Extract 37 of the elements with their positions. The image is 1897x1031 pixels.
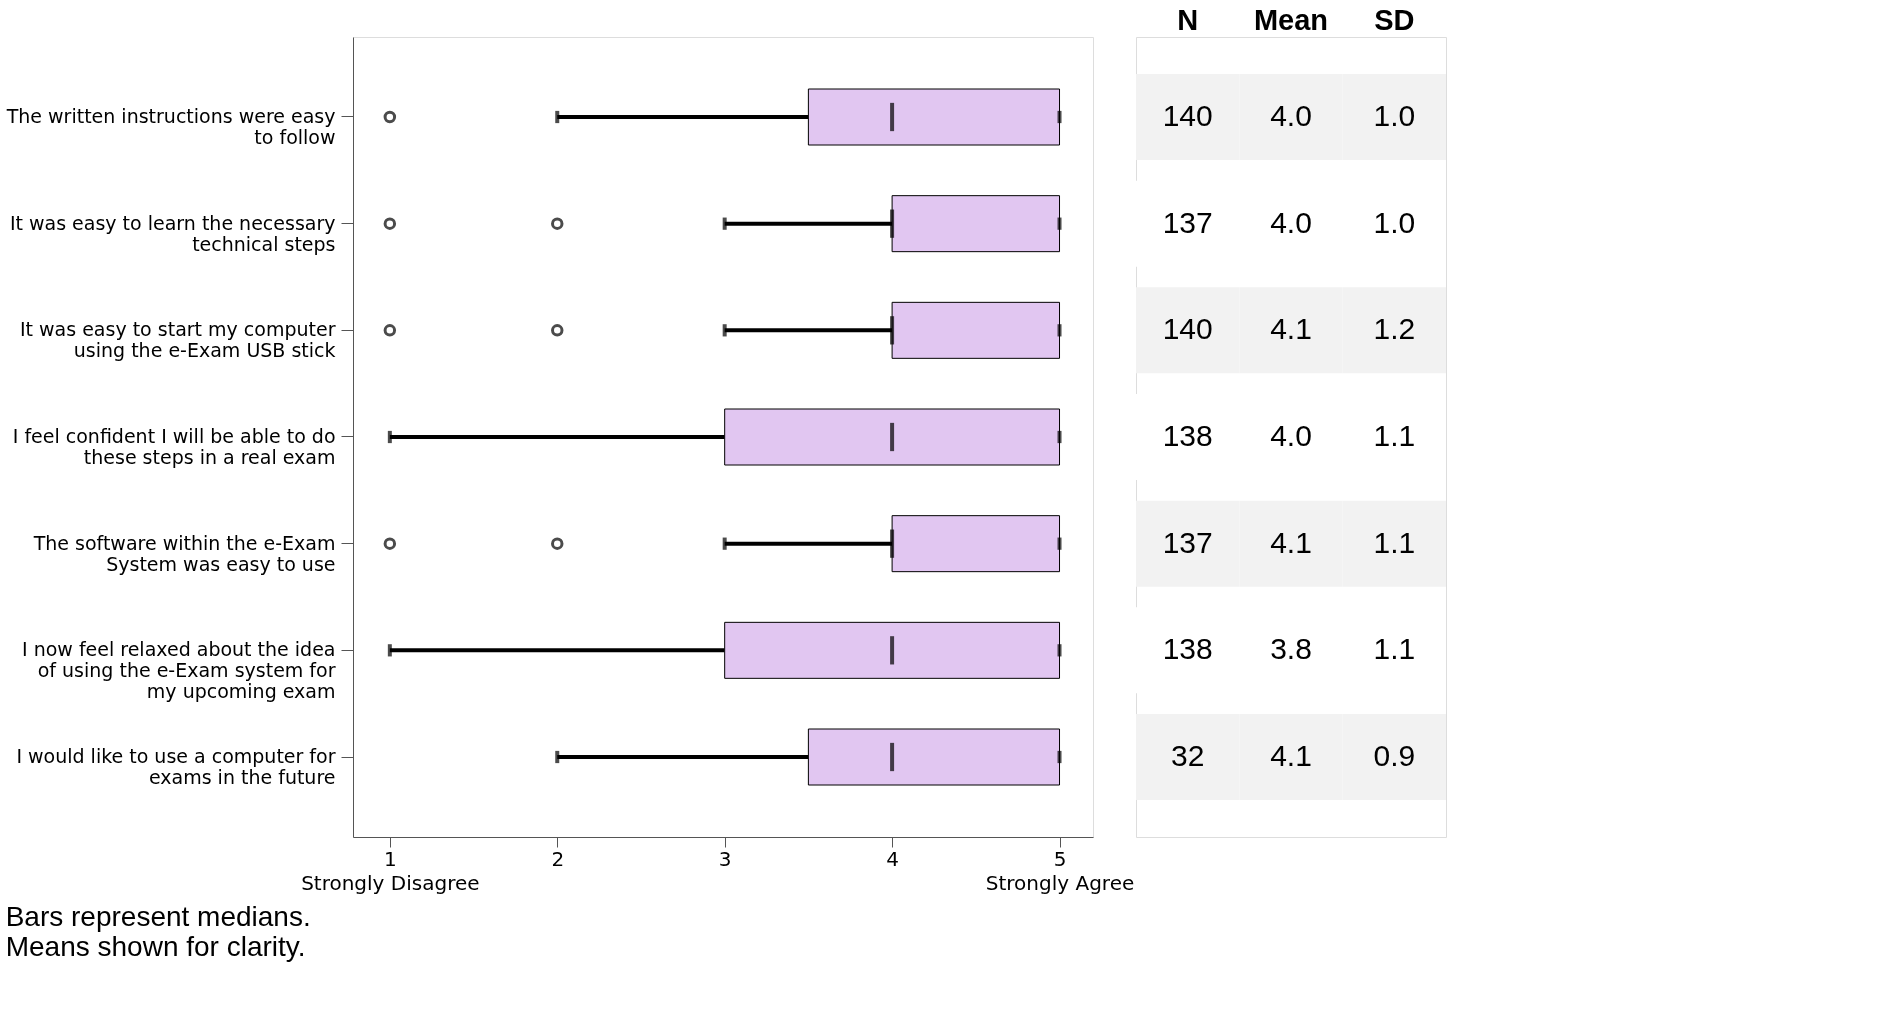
- y-tick-label: It was easy to start my computer using the e-Exam USB stick: [19, 318, 336, 362]
- data-label: 4.0: [1270, 205, 1312, 239]
- data-label: 1.0: [1373, 205, 1416, 239]
- x-tick-label: 5 Strongly Agree: [985, 846, 1135, 895]
- data-label: 1.1: [1373, 419, 1416, 452]
- data-label: 137: [1162, 205, 1213, 239]
- data-label: 140: [1162, 312, 1213, 346]
- y-tick-label: The written instructions were easy to follow: [5, 105, 336, 148]
- text: Bars represent medians. Means shown for clarity.: [5, 900, 311, 962]
- data-label: 138: [1162, 419, 1213, 452]
- x-tick-label: 2: [551, 846, 565, 871]
- data-label: 1.0: [1373, 99, 1416, 132]
- x-tick-label: 3: [718, 846, 732, 871]
- y-tick-label: The software within the e-Exam System was easy to use: [32, 531, 336, 575]
- x-tick-label: N: [1177, 3, 1199, 36]
- data-label: 1.2: [1373, 312, 1416, 346]
- x-tick-label: SD: [1374, 3, 1415, 36]
- x-tick-label: 1 Strongly Disagree: [301, 846, 480, 895]
- data-label: 3.8: [1270, 632, 1312, 666]
- data-label: 138: [1162, 632, 1213, 666]
- data-label: 0.9: [1373, 739, 1416, 772]
- data-label: 4.1: [1270, 312, 1312, 346]
- y-tick-label: I would like to use a computer for exams in the future: [16, 745, 336, 788]
- data-label: 140: [1162, 99, 1213, 132]
- data-label: 4.1: [1270, 739, 1312, 772]
- data-label: 1.1: [1373, 632, 1416, 666]
- data-label: 4.1: [1270, 525, 1312, 559]
- data-label: 32: [1170, 739, 1205, 772]
- data-label: 4.0: [1270, 99, 1312, 132]
- data-label: 137: [1162, 525, 1213, 559]
- data-label: 4.0: [1270, 419, 1312, 452]
- y-tick-label: I feel confident I will be able to do these steps in a real exam: [12, 425, 336, 468]
- x-tick-label: 4: [886, 846, 899, 871]
- data-label: 1.1: [1373, 525, 1416, 559]
- y-tick-label: I now feel relaxed about the idea of using the e-Exam system for my upcoming exam: [22, 638, 336, 703]
- y-tick-label: It was easy to learn the necessary technical steps: [9, 211, 336, 255]
- x-tick-label: Mean: [1253, 3, 1329, 36]
